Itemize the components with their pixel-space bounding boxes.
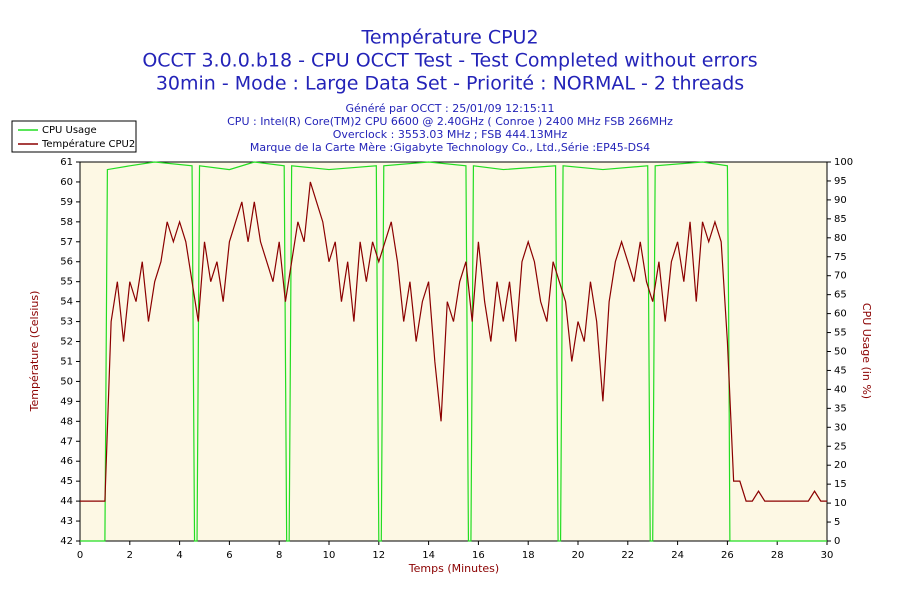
y-tick-label: 53 [60, 317, 73, 328]
x-axis-label: Temps (Minutes) [408, 562, 499, 575]
y-tick-label: 49 [60, 396, 73, 407]
x-tick-label: 24 [671, 550, 684, 561]
chart-title: Température CPU2 [360, 27, 538, 49]
y-tick-label: 48 [60, 416, 73, 427]
y-tick-label: 54 [60, 297, 73, 308]
y-tick-label: 43 [60, 516, 73, 527]
y-tick-label: 47 [60, 436, 73, 447]
y2-tick-label: 70 [834, 271, 847, 282]
y2-tick-label: 65 [834, 290, 847, 301]
title-line: 30min - Mode : Large Data Set - Priorité… [156, 73, 744, 95]
x-tick-label: 30 [821, 550, 834, 561]
x-tick-label: 28 [771, 550, 784, 561]
x-tick-label: 0 [77, 550, 83, 561]
x-tick-label: 22 [621, 550, 634, 561]
y2-tick-label: 85 [834, 214, 847, 225]
x-tick-label: 4 [176, 550, 182, 561]
x-tick-label: 6 [226, 550, 232, 561]
y-tick-label: 58 [60, 217, 73, 228]
x-tick-label: 18 [522, 550, 535, 561]
y2-tick-label: 75 [834, 252, 847, 263]
y2-tick-label: 40 [834, 384, 847, 395]
y-tick-label: 56 [60, 257, 73, 268]
y-tick-label: 42 [60, 536, 73, 547]
y-tick-label: 55 [60, 277, 73, 288]
y2-tick-label: 60 [834, 309, 847, 320]
x-tick-label: 26 [721, 550, 734, 561]
y-tick-label: 44 [60, 496, 73, 507]
subtitle-line: Overclock : 3553.03 MHz ; FSB 444.13MHz [333, 128, 568, 141]
x-tick-label: 16 [472, 550, 485, 561]
y-tick-label: 51 [60, 356, 73, 367]
series-line [80, 181, 827, 502]
y2-tick-label: 80 [834, 233, 847, 244]
y2-tick-label: 5 [834, 517, 840, 528]
y2-tick-label: 30 [834, 422, 847, 433]
series-line [80, 161, 827, 542]
subtitle-line: CPU : Intel(R) Core(TM)2 CPU 6600 @ 2.40… [227, 115, 673, 128]
legend-box [11, 120, 137, 153]
y2-tick-label: 20 [834, 460, 847, 471]
y-tick-label: 45 [60, 476, 73, 487]
y-tick-label: 59 [60, 197, 73, 208]
x-tick-label: 2 [127, 550, 133, 561]
y-tick-label: 50 [60, 376, 73, 387]
legend-label: Température CPU2 [41, 138, 135, 150]
title-line: OCCT 3.0.0.b18 - CPU OCCT Test - Test Co… [142, 50, 757, 72]
y2-tick-label: 95 [834, 176, 847, 187]
y2-tick-label: 0 [834, 536, 840, 547]
y2-tick-label: 45 [834, 365, 847, 376]
y2-tick-label: 55 [834, 328, 847, 339]
y-axis-label: Température (Celsius) [28, 291, 41, 413]
legend-label: CPU Usage [42, 125, 97, 136]
y2-tick-label: 35 [834, 403, 847, 414]
y2-tick-label: 25 [834, 441, 847, 452]
y2-axis-label: CPU Usage (in %) [860, 303, 873, 399]
x-tick-label: 14 [422, 550, 435, 561]
y-tick-label: 57 [60, 237, 73, 248]
y2-tick-label: 10 [834, 498, 847, 509]
y-tick-label: 61 [60, 157, 73, 168]
x-tick-label: 10 [323, 550, 336, 561]
y2-tick-label: 100 [834, 157, 853, 168]
y2-tick-label: 15 [834, 479, 847, 490]
x-tick-label: 8 [276, 550, 282, 561]
y-tick-label: 46 [60, 456, 73, 467]
y2-tick-label: 50 [834, 347, 847, 358]
y-tick-label: 60 [60, 177, 73, 188]
y2-tick-label: 90 [834, 195, 847, 206]
x-tick-label: 12 [372, 550, 385, 561]
y-tick-label: 52 [60, 337, 73, 348]
subtitle-line: Généré par OCCT : 25/01/09 12:15:11 [345, 102, 554, 115]
subtitle-line: Marque de la Carte Mère :Gigabyte Techno… [250, 141, 650, 154]
x-tick-label: 20 [572, 550, 585, 561]
